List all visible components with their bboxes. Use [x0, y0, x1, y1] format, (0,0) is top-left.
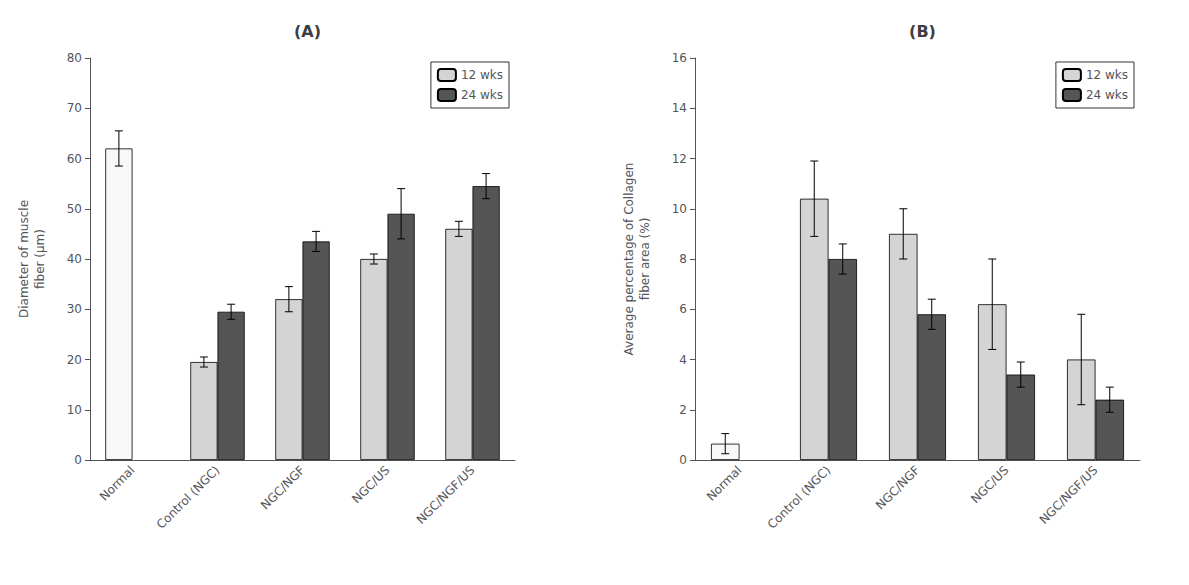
svg-text:6: 6	[679, 302, 687, 316]
svg-text:24 wks: 24 wks	[1086, 88, 1128, 102]
svg-text:8: 8	[679, 252, 687, 266]
svg-text:0: 0	[74, 453, 82, 467]
svg-text:12: 12	[672, 152, 687, 166]
svg-text:NGC/US: NGC/US	[968, 463, 1011, 506]
svg-text:Control (NGC): Control (NGC)	[154, 463, 223, 532]
svg-text:50: 50	[67, 202, 82, 216]
svg-text:10: 10	[672, 202, 687, 216]
svg-text:Normal: Normal	[704, 463, 745, 504]
svg-text:12 wks: 12 wks	[461, 68, 503, 82]
svg-text:NGC/US: NGC/US	[349, 463, 392, 506]
svg-text:Average percentage of Collagen: Average percentage of Collagen	[622, 163, 636, 356]
svg-text:(A): (A)	[294, 22, 321, 41]
svg-text:NGC/NGF/US: NGC/NGF/US	[414, 463, 478, 527]
svg-text:12 wks: 12 wks	[1086, 68, 1128, 82]
svg-text:4: 4	[679, 353, 687, 367]
svg-text:70: 70	[67, 101, 82, 115]
svg-text:Normal: Normal	[97, 463, 138, 504]
svg-text:Diameter of muscle: Diameter of muscle	[17, 200, 31, 318]
svg-text:fiber (μm): fiber (μm)	[33, 229, 47, 289]
svg-text:(B): (B)	[909, 22, 936, 41]
svg-text:NGC/NGF: NGC/NGF	[258, 463, 307, 512]
svg-text:30: 30	[67, 302, 82, 316]
svg-text:16: 16	[672, 51, 687, 65]
svg-text:20: 20	[67, 353, 82, 367]
svg-text:24 wks: 24 wks	[461, 88, 503, 102]
svg-text:40: 40	[67, 252, 82, 266]
svg-text:10: 10	[67, 403, 82, 417]
svg-text:fiber area (%): fiber area (%)	[638, 218, 652, 301]
svg-text:NGC/NGF: NGC/NGF	[873, 463, 922, 512]
svg-text:60: 60	[67, 152, 82, 166]
svg-text:NGC/NGF/US: NGC/NGF/US	[1037, 463, 1101, 527]
svg-text:80: 80	[67, 51, 82, 65]
svg-text:2: 2	[679, 403, 687, 417]
svg-text:14: 14	[672, 101, 687, 115]
svg-text:Control (NGC): Control (NGC)	[765, 463, 834, 532]
svg-text:0: 0	[679, 453, 687, 467]
